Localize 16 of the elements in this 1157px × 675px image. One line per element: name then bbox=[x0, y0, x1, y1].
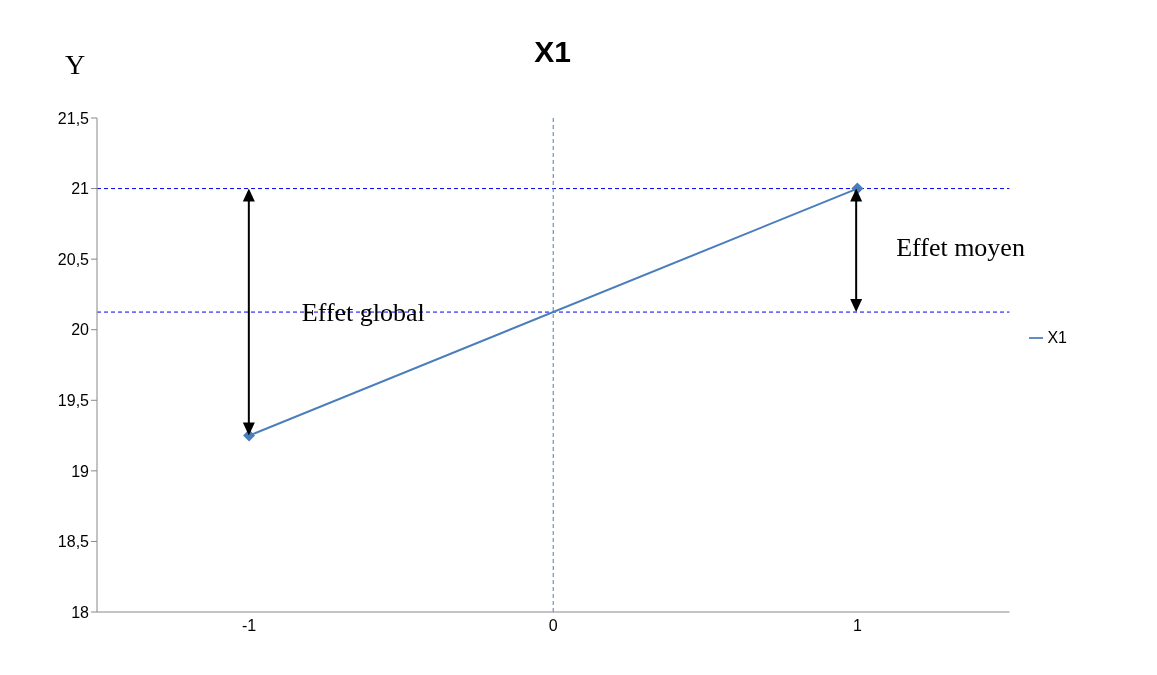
chart-title: X1 bbox=[534, 35, 571, 68]
annotation: Effet global bbox=[301, 298, 425, 328]
y-axis-title: Y bbox=[64, 49, 86, 81]
y-tick-label: 18 bbox=[71, 603, 90, 621]
y-tick-label: 20,5 bbox=[57, 250, 90, 268]
x-tick-label: -1 bbox=[241, 617, 257, 635]
y-tick-label: 20 bbox=[71, 321, 90, 339]
x-tick-label: 0 bbox=[548, 617, 558, 635]
x-tick-label: 1 bbox=[852, 617, 862, 635]
annotation: Effet moyen bbox=[896, 233, 1025, 263]
y-tick-label: 18,5 bbox=[57, 533, 90, 551]
legend-label: X1 bbox=[1047, 328, 1067, 346]
y-tick-label: 19 bbox=[71, 462, 90, 480]
y-tick-label: 21 bbox=[71, 180, 90, 198]
y-tick-label: 21,5 bbox=[57, 109, 90, 127]
y-tick-label: 19,5 bbox=[57, 391, 90, 409]
